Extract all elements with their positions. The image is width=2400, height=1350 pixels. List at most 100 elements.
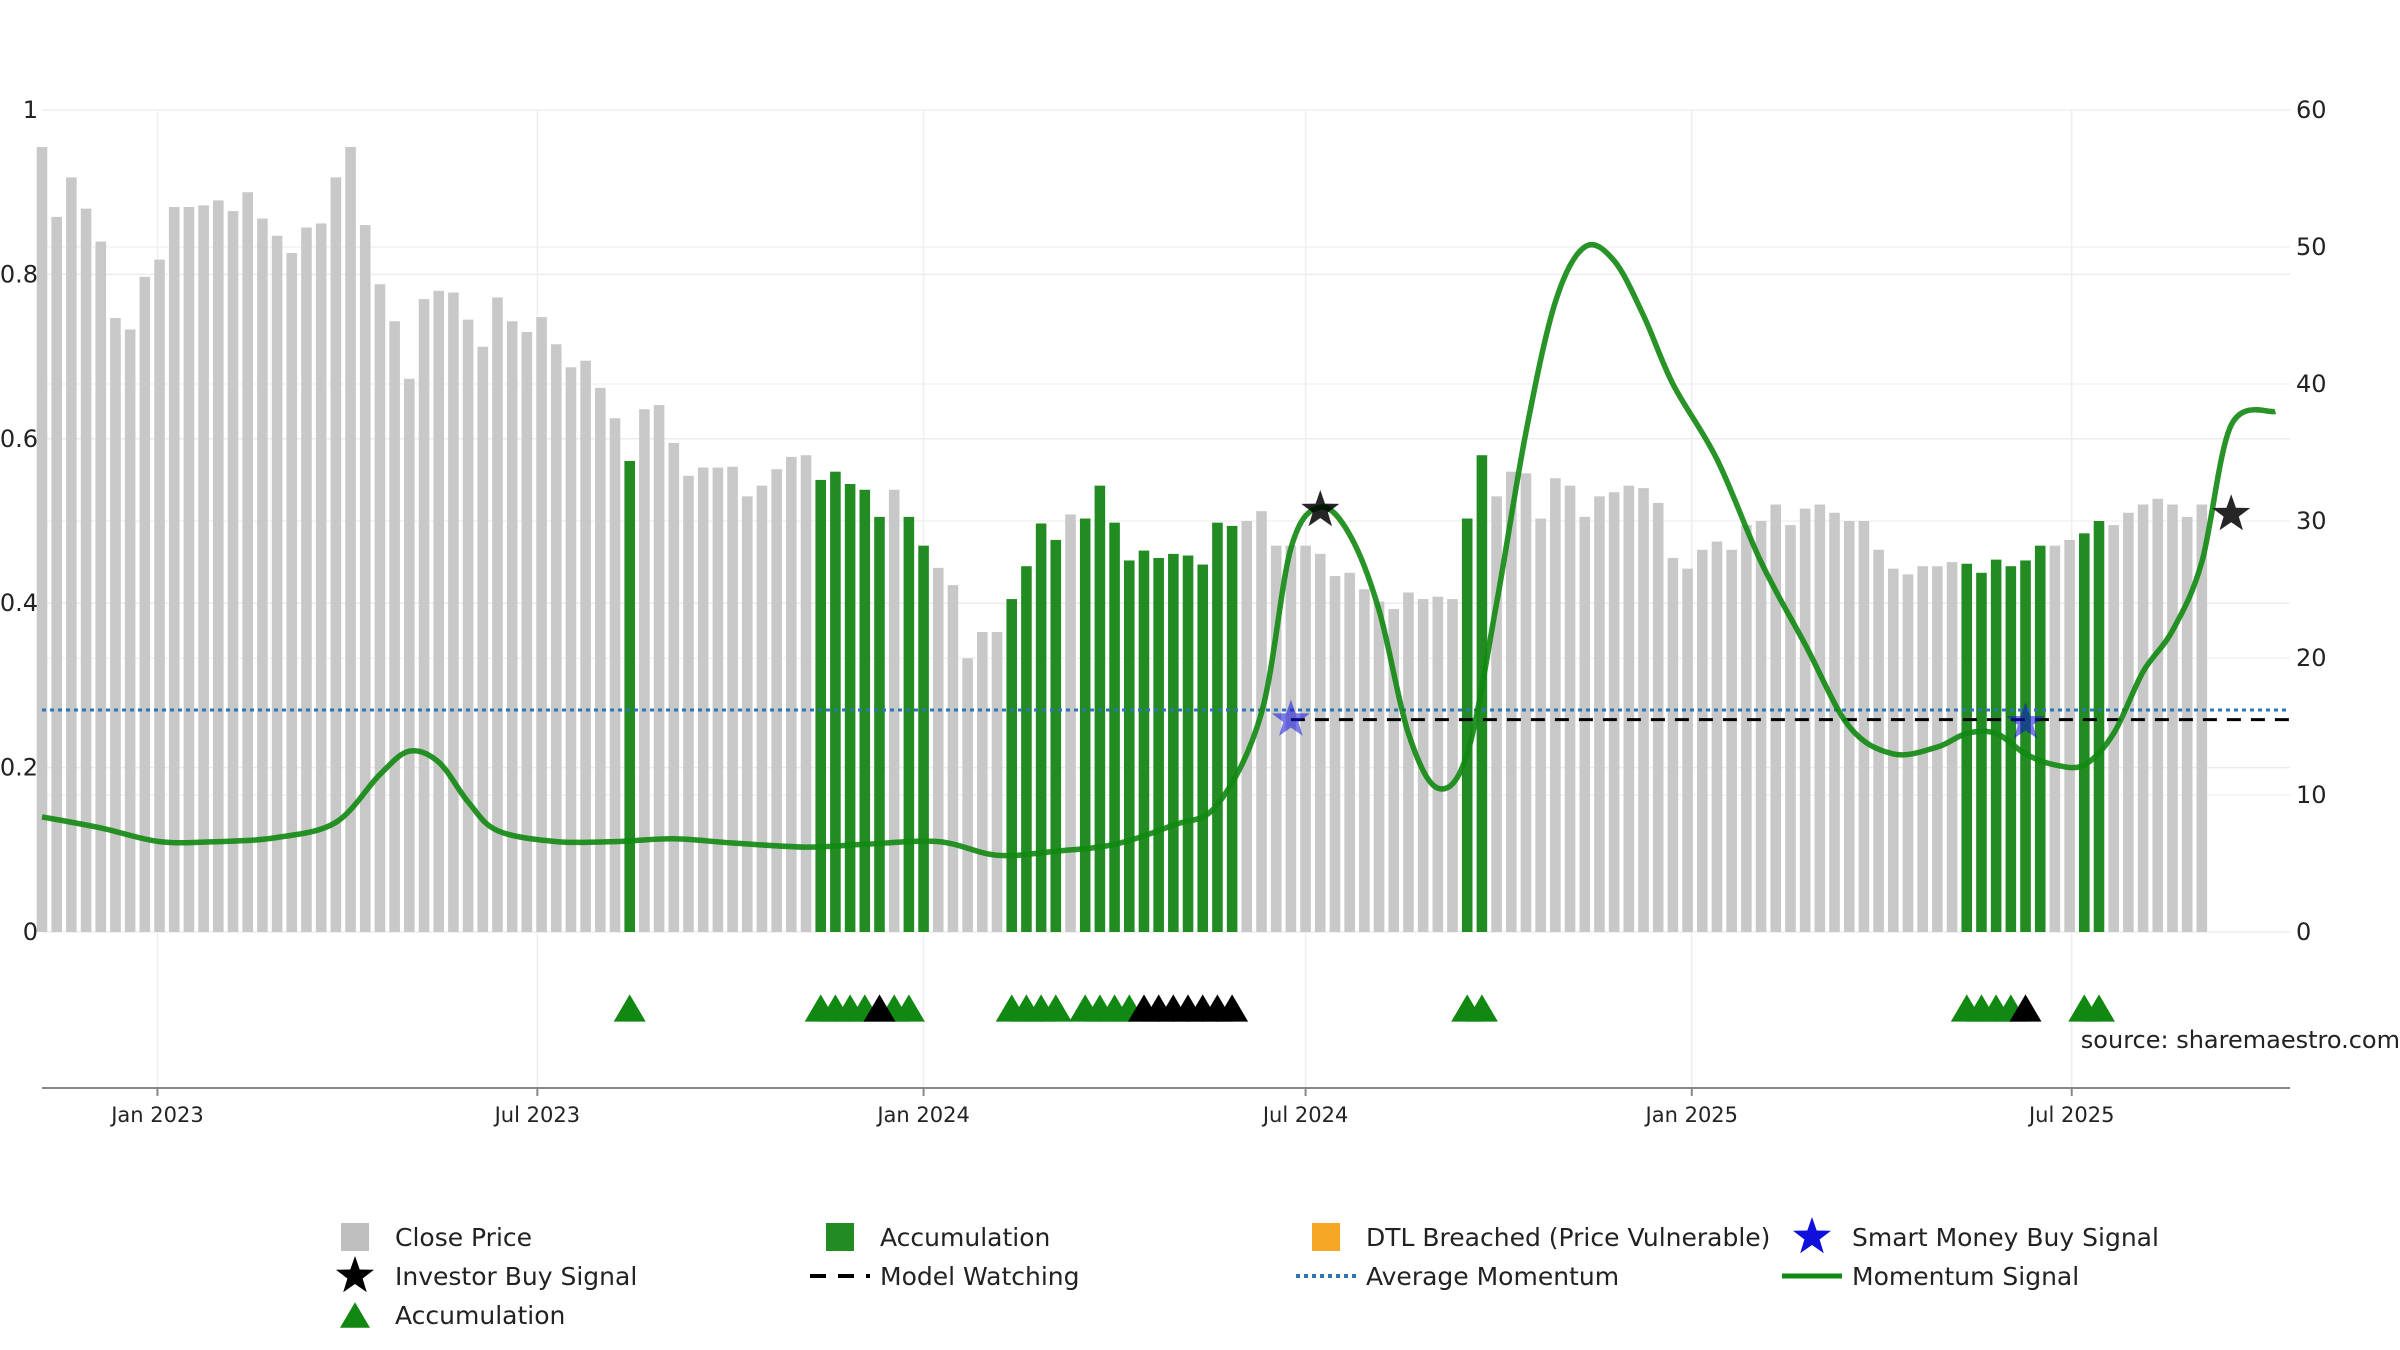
legend-triangle-icon bbox=[340, 1302, 370, 1328]
accumulation-bar bbox=[2034, 545, 2046, 932]
close-price-bar bbox=[154, 259, 165, 933]
close-price-bar bbox=[448, 292, 459, 933]
close-price-bar bbox=[124, 329, 136, 933]
accumulation-bar bbox=[1212, 522, 1223, 932]
close-price-bar bbox=[771, 469, 782, 932]
x-tick-label: Jan 2025 bbox=[1644, 1103, 1739, 1127]
close-price-bar bbox=[1755, 521, 1767, 932]
source-label: source: sharemaestro.com bbox=[2081, 1026, 2400, 1054]
close-price-bar bbox=[492, 297, 503, 932]
smart-money-star bbox=[2006, 702, 2045, 739]
close-price-bar bbox=[1682, 568, 1693, 932]
legend-item: Close Price bbox=[341, 1223, 532, 1252]
accumulation-bar bbox=[1461, 518, 1473, 932]
close-price-bar bbox=[36, 146, 48, 933]
close-price-bar bbox=[1520, 473, 1532, 932]
close-price-bar bbox=[1711, 541, 1723, 932]
close-price-bar bbox=[1359, 589, 1370, 932]
legend-item: Accumulation bbox=[340, 1301, 565, 1330]
right-tick-label: 40 bbox=[2296, 370, 2327, 398]
accumulation-bar bbox=[1123, 560, 1135, 932]
close-price-bar bbox=[389, 321, 400, 932]
close-price-bar bbox=[183, 207, 195, 932]
left-tick-label: 1 bbox=[23, 96, 38, 124]
close-price-bar bbox=[1697, 549, 1708, 932]
accumulation-bar bbox=[1079, 518, 1091, 932]
close-price-bar bbox=[697, 467, 709, 932]
close-price-bar bbox=[727, 466, 738, 932]
accumulation-bar bbox=[1109, 522, 1120, 932]
legend-item: Accumulation bbox=[826, 1223, 1050, 1252]
accumulation-bar bbox=[844, 484, 856, 932]
close-price-bar bbox=[51, 216, 62, 933]
accumulation-bar bbox=[1021, 566, 1032, 932]
accumulation-triangle bbox=[613, 994, 646, 1022]
close-price-bar bbox=[2064, 539, 2075, 932]
close-price-bar bbox=[213, 200, 224, 933]
momentum-signal-line bbox=[41, 241, 2277, 859]
accumulation-bar bbox=[859, 489, 871, 932]
investor-star bbox=[1301, 490, 1340, 527]
close-price-bar bbox=[2196, 504, 2208, 932]
close-price-bar bbox=[1300, 545, 1311, 932]
accumulation-bar bbox=[1050, 539, 1062, 932]
accumulation-bar bbox=[903, 516, 915, 932]
close-price-bar bbox=[1329, 576, 1341, 932]
close-price-bar bbox=[139, 276, 151, 932]
legend-label: Close Price bbox=[395, 1223, 532, 1252]
close-price-bar bbox=[2123, 512, 2134, 932]
right-tick-label: 30 bbox=[2296, 507, 2327, 535]
legend-label: Average Momentum bbox=[1366, 1262, 1619, 1291]
close-price-bar bbox=[506, 321, 518, 932]
close-price-bar bbox=[374, 284, 386, 932]
close-price-bar bbox=[1270, 545, 1282, 932]
accumulation-bar bbox=[1035, 523, 1047, 932]
close-price-bar bbox=[521, 331, 533, 932]
x-tick-label: Jul 2025 bbox=[2027, 1103, 2114, 1127]
close-price-bar bbox=[1594, 496, 1605, 932]
investor-star bbox=[2212, 494, 2251, 531]
legend-label: Smart Money Buy Signal bbox=[1852, 1223, 2159, 1252]
close-price-bar bbox=[977, 631, 988, 932]
close-price-bar bbox=[95, 241, 107, 932]
x-tick-label: Jan 2024 bbox=[875, 1103, 970, 1127]
close-price-bar bbox=[1447, 599, 1458, 932]
markers-layer bbox=[613, 490, 2251, 1022]
model-watching-triangle bbox=[863, 994, 896, 1022]
accumulation-bar bbox=[1168, 553, 1179, 932]
accumulation-bar bbox=[830, 471, 841, 932]
right-tick-label: 20 bbox=[2296, 644, 2327, 672]
close-price-bar bbox=[1667, 557, 1679, 932]
close-price-bar bbox=[1608, 492, 1620, 932]
legend-item: Smart Money Buy Signal bbox=[1793, 1217, 2159, 1254]
accumulation-bar bbox=[624, 460, 635, 932]
legend-star-icon bbox=[1793, 1217, 1831, 1254]
close-price-bar bbox=[66, 177, 77, 932]
close-price-bar bbox=[462, 319, 474, 932]
x-tick-label: Jan 2023 bbox=[109, 1103, 204, 1127]
accumulation-bar bbox=[1976, 572, 1987, 932]
close-price-bar bbox=[1946, 562, 1958, 932]
close-price-bar bbox=[1432, 596, 1444, 932]
close-price-bar bbox=[1285, 545, 1297, 932]
bars-layer bbox=[36, 146, 2208, 933]
close-price-bar bbox=[1491, 496, 1502, 932]
close-price-bar bbox=[418, 299, 430, 932]
close-price-bar bbox=[477, 346, 489, 932]
close-price-bar bbox=[580, 360, 591, 933]
legend-label: Investor Buy Signal bbox=[395, 1262, 637, 1291]
close-price-bar bbox=[257, 218, 268, 932]
close-price-bar bbox=[359, 225, 371, 932]
close-price-bar bbox=[1550, 478, 1561, 932]
accumulation-bar bbox=[1006, 599, 1018, 932]
x-tick-label: Jul 2023 bbox=[493, 1103, 580, 1127]
legend-swatch bbox=[1312, 1223, 1340, 1251]
close-price-bar bbox=[2049, 545, 2061, 932]
close-price-bar bbox=[286, 253, 298, 932]
legend-label: DTL Breached (Price Vulnerable) bbox=[1366, 1223, 1770, 1252]
accumulation-bar bbox=[1182, 555, 1194, 932]
left-tick-label: 0.4 bbox=[0, 589, 38, 617]
lines-layer bbox=[41, 241, 2290, 859]
close-price-bar bbox=[404, 378, 415, 932]
